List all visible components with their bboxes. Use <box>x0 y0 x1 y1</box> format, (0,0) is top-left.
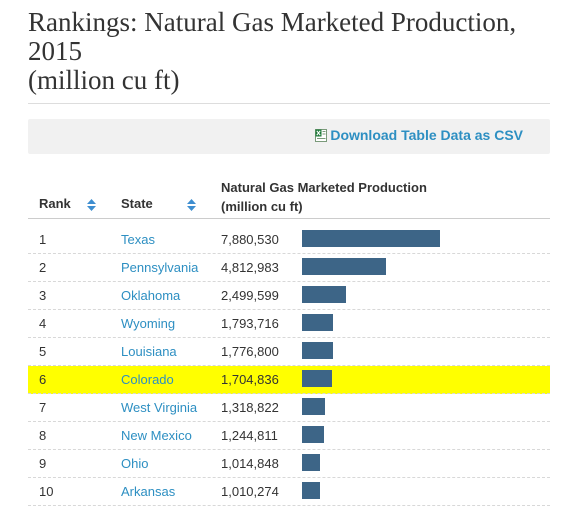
rank-cell: 9 <box>39 456 47 471</box>
production-bar <box>302 482 320 499</box>
page-title-line-2: 2015 <box>28 36 82 66</box>
rank-cell: 10 <box>39 484 54 499</box>
rank-cell: 6 <box>39 372 47 387</box>
production-value-cell: 1,014,848 <box>221 456 279 471</box>
state-link[interactable]: Ohio <box>121 456 149 471</box>
state-link[interactable]: Oklahoma <box>121 288 181 303</box>
state-link[interactable]: Arkansas <box>121 484 176 499</box>
table-row: 10 Arkansas 1,010,274 <box>28 478 550 506</box>
production-bar <box>302 454 320 471</box>
rank-cell: 8 <box>39 428 47 443</box>
download-csv-label: Download Table Data as CSV <box>330 127 523 143</box>
title-divider <box>28 103 550 104</box>
table-body: 1 Texas 7,880,530 2 Pennsylvania 4,812,983 3 Ok… <box>28 226 550 506</box>
table-header: Rank State Natural Gas Marketed Producti… <box>28 170 550 219</box>
production-bar <box>302 398 325 415</box>
state-link[interactable]: Colorado <box>121 372 174 387</box>
sort-arrows-icon[interactable] <box>187 198 196 211</box>
page-title-line-1: Rankings: Natural Gas Marketed Productio… <box>28 7 517 37</box>
state-link[interactable]: Pennsylvania <box>121 260 199 275</box>
excel-file-icon <box>315 128 328 142</box>
production-value-cell: 1,010,274 <box>221 484 279 499</box>
production-bar <box>302 426 324 443</box>
page-title-line-3: (million cu ft) <box>28 65 180 95</box>
production-bar <box>302 258 386 275</box>
table-row: 8 New Mexico 1,244,811 <box>28 422 550 450</box>
table-row: 9 Ohio 1,014,848 <box>28 450 550 478</box>
production-value-cell: 1,776,800 <box>221 344 279 359</box>
table-row: 7 West Virginia 1,318,822 <box>28 394 550 422</box>
rank-cell: 3 <box>39 288 47 303</box>
rank-cell: 1 <box>39 232 47 247</box>
rank-cell: 5 <box>39 344 47 359</box>
table-row: 6 Colorado 1,704,836 <box>28 366 550 394</box>
production-header-line-1: Natural Gas Marketed Production <box>221 180 427 195</box>
table-row: 4 Wyoming 1,793,716 <box>28 310 550 338</box>
table-row: 5 Louisiana 1,776,800 <box>28 338 550 366</box>
production-value-cell: 1,793,716 <box>221 316 279 331</box>
sort-arrows-icon[interactable] <box>87 198 96 211</box>
table-row: 3 Oklahoma 2,499,599 <box>28 282 550 310</box>
state-link[interactable]: Wyoming <box>121 316 176 331</box>
rankings-table: Rank State Natural Gas Marketed Producti… <box>28 170 550 506</box>
rank-cell: 4 <box>39 316 47 331</box>
state-link[interactable]: West Virginia <box>121 400 198 415</box>
production-value-cell: 1,318,822 <box>221 400 279 415</box>
download-csv-link[interactable]: Download Table Data as CSV <box>315 127 523 143</box>
production-bar <box>302 230 440 247</box>
production-header-line-2: (million cu ft) <box>221 199 303 214</box>
rank-cell: 7 <box>39 400 47 415</box>
production-bar <box>302 342 333 359</box>
state-link[interactable]: New Mexico <box>121 428 192 443</box>
table-row: 2 Pennsylvania 4,812,983 <box>28 254 550 282</box>
production-value-cell: 2,499,599 <box>221 288 279 303</box>
download-toolbar: Download Table Data as CSV <box>28 119 550 154</box>
state-link[interactable]: Louisiana <box>121 344 177 359</box>
production-value-cell: 1,704,836 <box>221 372 279 387</box>
production-value-cell: 1,244,811 <box>221 428 278 443</box>
production-bar <box>302 286 346 303</box>
rank-cell: 2 <box>39 260 47 275</box>
rank-column-header[interactable]: Rank <box>39 196 71 211</box>
production-bar <box>302 370 332 387</box>
production-column-header: Natural Gas Marketed Production (million… <box>221 178 427 216</box>
production-value-cell: 4,812,983 <box>221 260 279 275</box>
state-column-header[interactable]: State <box>121 196 153 211</box>
table-row: 1 Texas 7,880,530 <box>28 226 550 254</box>
production-bar <box>302 314 333 331</box>
state-link[interactable]: Texas <box>121 232 155 247</box>
page-title: Rankings: Natural Gas Marketed Productio… <box>28 8 558 95</box>
production-value-cell: 7,880,530 <box>221 232 279 247</box>
